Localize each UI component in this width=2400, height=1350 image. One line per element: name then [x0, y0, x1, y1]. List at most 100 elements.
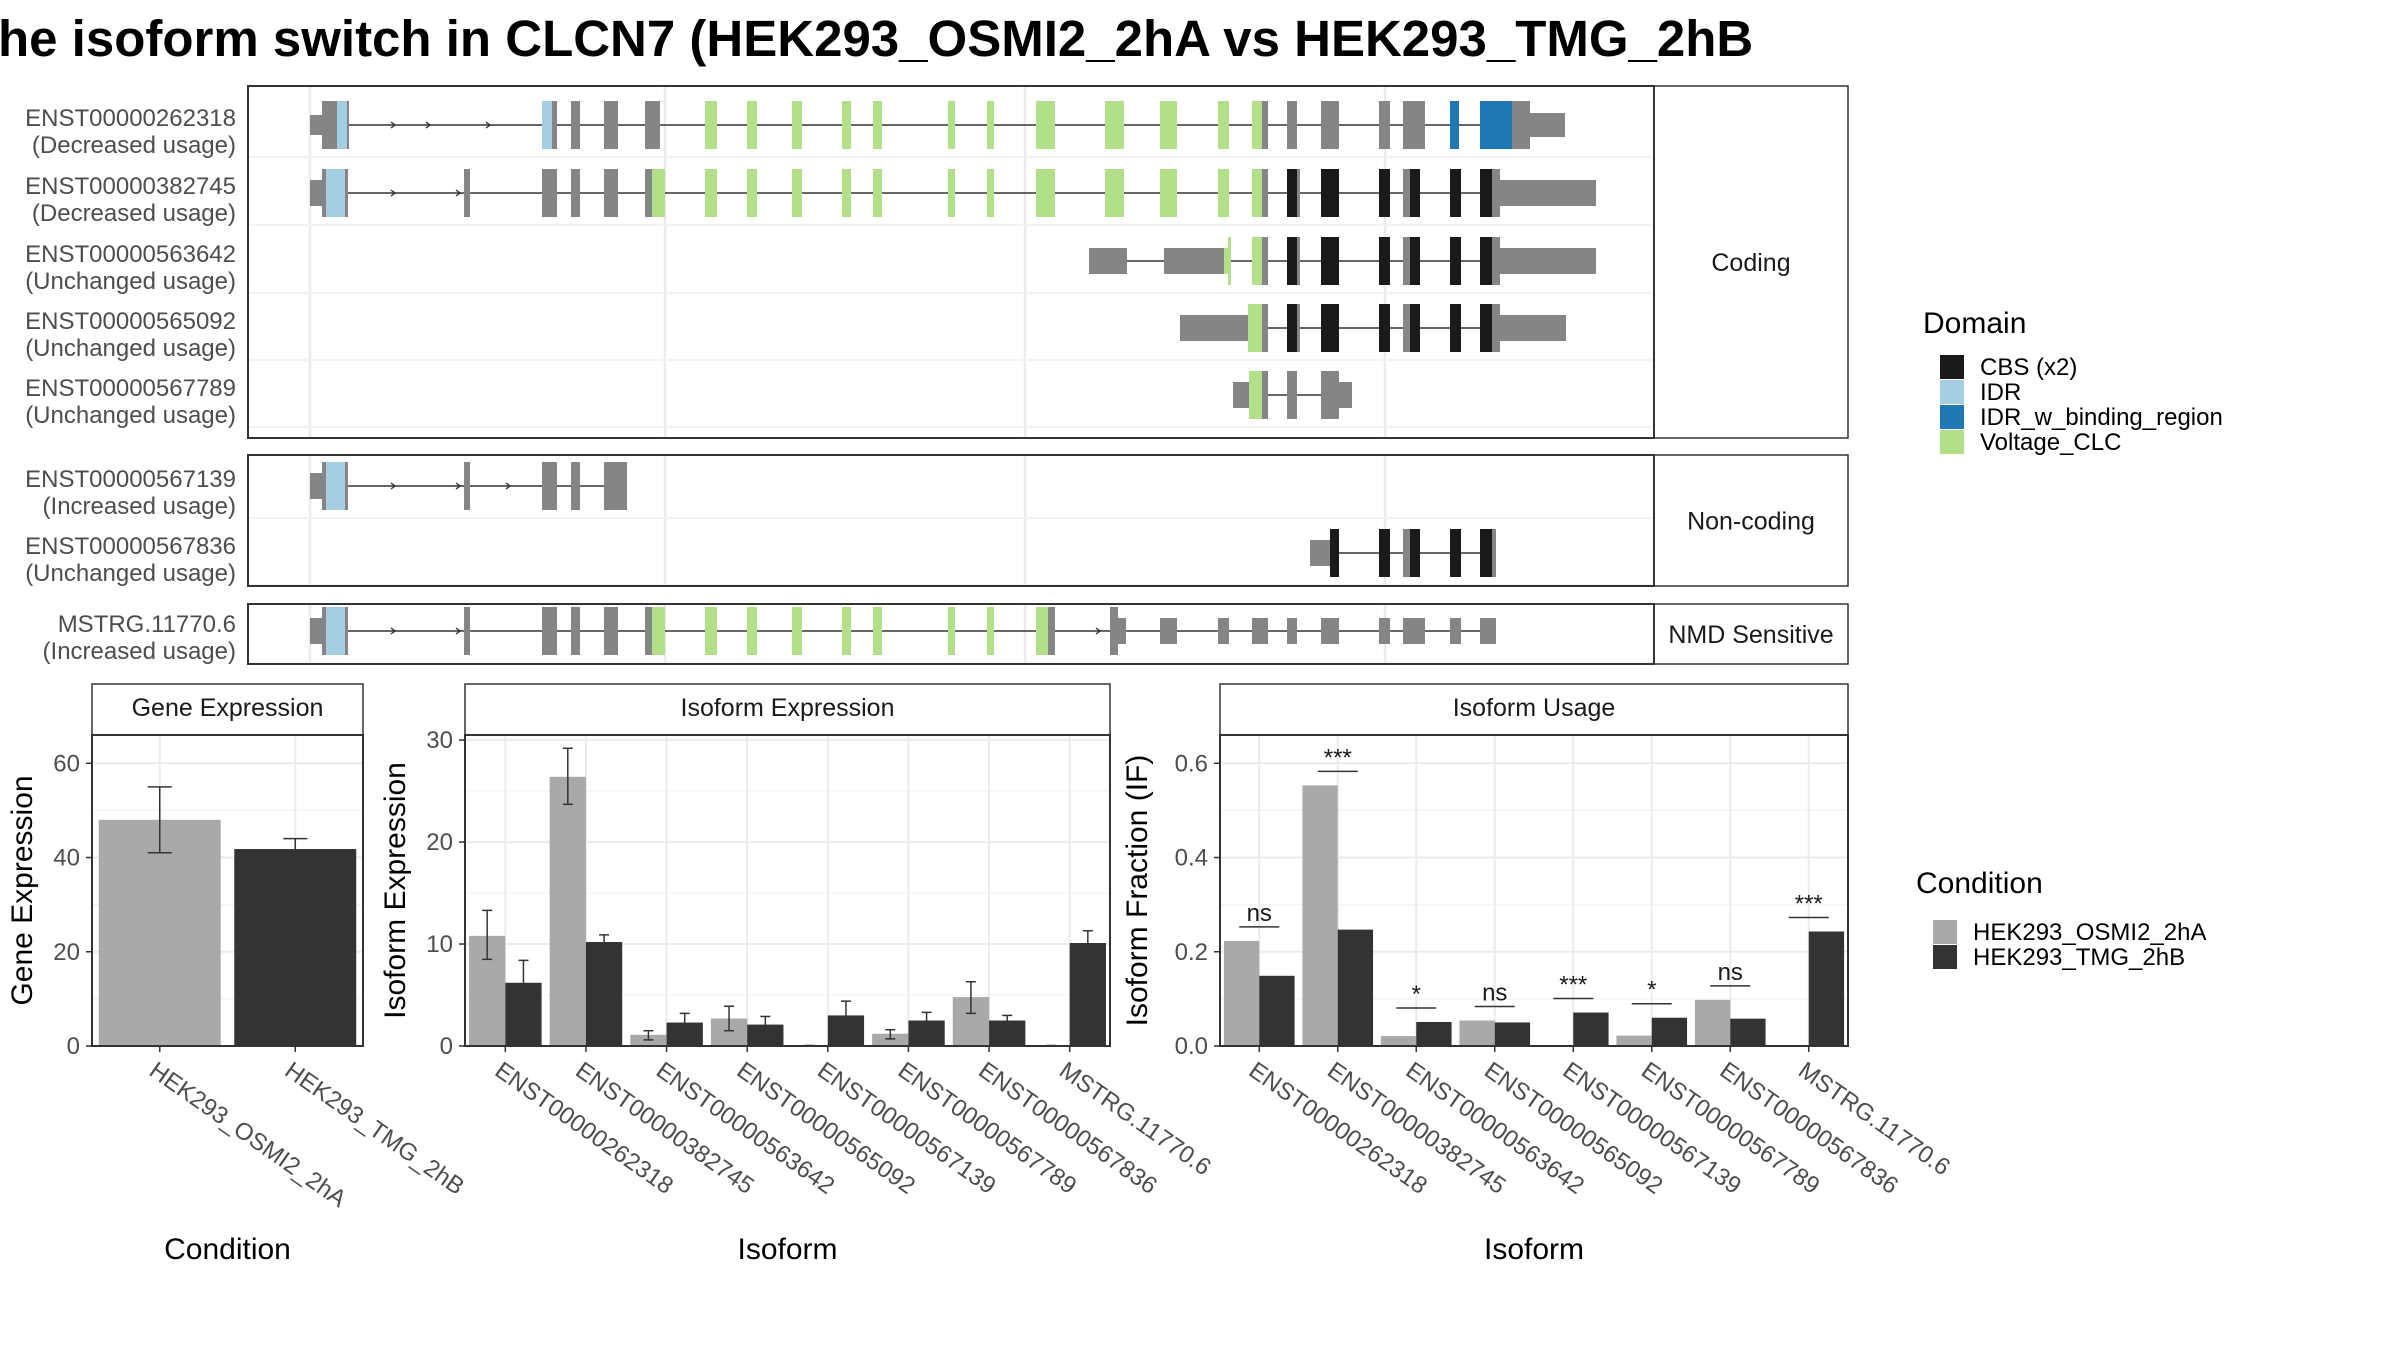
exon: [464, 462, 470, 510]
facet-strip-label: Non-coding: [1687, 508, 1815, 536]
isoform-id-label: ENST00000262318: [25, 105, 236, 132]
exon: [604, 169, 618, 217]
isoform-id-label: ENST00000567836: [25, 533, 236, 560]
exon: [604, 101, 618, 149]
bar: [747, 1024, 784, 1046]
isoform-usage-label: (Unchanged usage): [25, 335, 236, 362]
exon: [1403, 529, 1410, 577]
isoform-id-label: ENST00000567139: [25, 466, 236, 493]
exon: [1089, 248, 1127, 274]
exon: [310, 473, 322, 499]
exon: [1262, 304, 1268, 352]
exon: [345, 462, 348, 510]
exon: [1379, 304, 1390, 352]
exon: [1297, 169, 1300, 217]
exon: [1492, 529, 1496, 577]
exon: [1410, 237, 1420, 285]
condition-legend-title: Condition: [1916, 867, 2043, 900]
legend-key: [1940, 355, 1964, 379]
exon: [1403, 618, 1425, 644]
exon: [987, 607, 994, 655]
exon: [1403, 101, 1425, 149]
legend-label: Voltage_CLC: [1980, 429, 2121, 456]
domain-legend-title: Domain: [1923, 307, 2026, 340]
isoform-usage-label: (Unchanged usage): [25, 268, 236, 295]
exon: [987, 169, 994, 217]
bar: [1730, 1018, 1766, 1046]
exon: [1379, 169, 1390, 217]
exon: [842, 607, 851, 655]
bar: [1302, 785, 1338, 1046]
chart-title: Isoform Usage: [1453, 694, 1616, 722]
isoform-track: ENST00000382745(Decreased usage): [25, 169, 1596, 227]
bar: [1651, 1017, 1688, 1046]
exon: [652, 607, 665, 655]
exon: [948, 607, 955, 655]
exon: [1379, 618, 1390, 644]
facet-strip: [464, 683, 1111, 736]
significance-label: ns: [1247, 900, 1272, 927]
exon: [1480, 304, 1492, 352]
y-tick-label: 30: [426, 727, 453, 754]
exon: [705, 169, 717, 217]
exon: [1160, 169, 1177, 217]
strand-arrow: [390, 189, 397, 197]
exon: [1218, 169, 1229, 217]
legend-label: HEK293_TMG_2hB: [1973, 944, 2185, 971]
figure-title: he isoform switch in CLCN7 (HEK293_OSMI2…: [0, 10, 1753, 67]
panel-border: [1219, 734, 1849, 1047]
y-axis-title: Gene Expression: [6, 775, 39, 1005]
exon: [571, 462, 580, 510]
exon: [873, 607, 882, 655]
legend-label: CBS (x2): [1980, 354, 2077, 381]
exon: [1252, 618, 1268, 644]
exon: [747, 169, 757, 217]
panel-border: [91, 734, 364, 1047]
exon: [1252, 169, 1262, 217]
exon: [322, 101, 337, 149]
exon: [1118, 618, 1126, 644]
exon: [1410, 304, 1420, 352]
exon: [1180, 315, 1248, 341]
strand-arrow: [390, 627, 397, 635]
exon: [948, 169, 955, 217]
domain-legend: Domain CBS (x2)IDRIDR_w_binding_regionVo…: [1923, 307, 2223, 456]
facet-strip: [1219, 683, 1849, 736]
exon: [1110, 607, 1118, 655]
exon: [604, 462, 627, 510]
exon: [1450, 169, 1461, 217]
isoform-track: ENST00000262318(Decreased usage): [25, 101, 1565, 159]
exon: [326, 462, 345, 510]
exon: [1164, 248, 1224, 274]
exon: [1450, 529, 1461, 577]
facet-strip: [1653, 85, 1849, 439]
panel-border: [247, 85, 1655, 439]
exon: [322, 462, 326, 510]
exon: [645, 607, 652, 655]
x-axis-title: Isoform: [737, 1233, 837, 1266]
bar: [1808, 931, 1845, 1046]
exon: [1036, 607, 1048, 655]
y-tick-label: 0.0: [1175, 1033, 1208, 1060]
exon: [310, 115, 322, 135]
exon: [1048, 607, 1055, 655]
x-axis-title: Condition: [164, 1233, 291, 1266]
exon: [1321, 101, 1339, 149]
structure-panel-non-coding: Non-coding ENST00000567139(Increased usag…: [25, 454, 1849, 587]
exon: [645, 169, 652, 217]
exon: [1379, 237, 1390, 285]
exon: [792, 169, 802, 217]
exon: [326, 169, 345, 217]
y-tick-label: 60: [53, 750, 80, 777]
bar: [1459, 1020, 1495, 1046]
exon: [1321, 371, 1339, 419]
exon: [1287, 618, 1297, 644]
exon: [464, 607, 470, 655]
exon: [1321, 304, 1339, 352]
bar: [1694, 999, 1731, 1046]
x-axis-title: Isoform: [1484, 1233, 1584, 1266]
y-tick-label: 0: [440, 1033, 453, 1060]
exon: [1287, 371, 1297, 419]
exon: [652, 169, 665, 217]
